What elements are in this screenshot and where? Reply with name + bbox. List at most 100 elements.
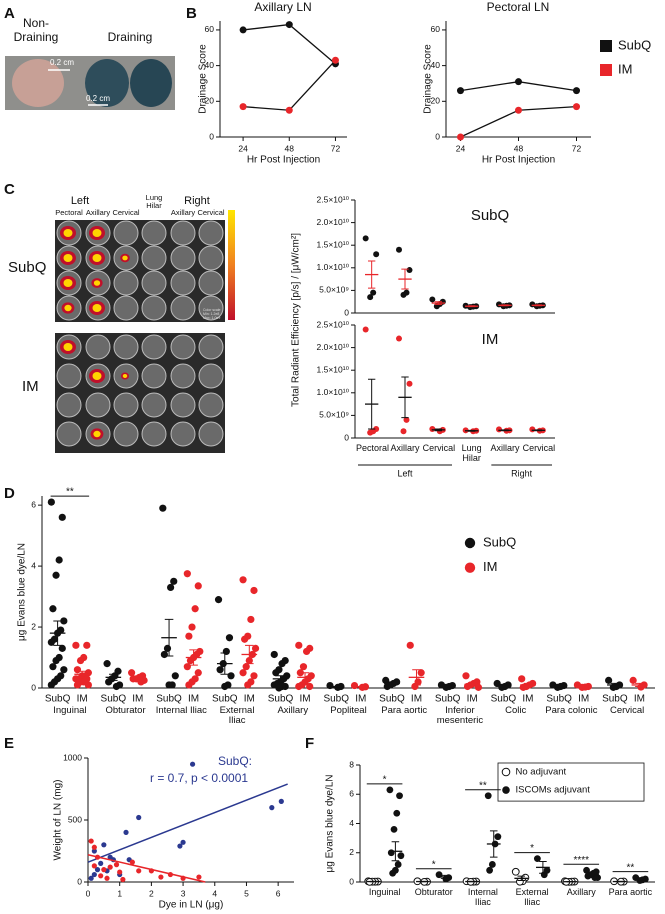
point: [47, 498, 55, 506]
line: [243, 23, 336, 65]
panel-label: E: [4, 735, 14, 752]
point: [488, 861, 496, 868]
well: [113, 295, 139, 321]
y-tick-label: 2.5×10¹⁰: [317, 319, 350, 329]
point: [394, 861, 402, 868]
point: [113, 862, 120, 868]
chart-title: SubQ: [471, 207, 509, 224]
series-sublabel: SubQ: [435, 694, 461, 705]
y-tick-label: 6: [31, 499, 36, 509]
y-axis-label: Weight of LN (mg): [53, 780, 64, 861]
error-bar: [468, 429, 476, 432]
x-tick-label: 1: [117, 888, 122, 898]
well: [85, 334, 111, 360]
point: [417, 669, 425, 677]
column-label: Cervical: [197, 208, 225, 217]
point: [269, 805, 275, 811]
x-tick-label: 48: [285, 143, 295, 153]
well: [198, 334, 224, 360]
point: [406, 380, 413, 387]
legend-label: ISCOMs adjuvant: [516, 785, 591, 796]
y-tick-label: 1.5×10¹⁰: [317, 239, 350, 249]
group-label: Left: [397, 468, 413, 478]
well: [198, 421, 224, 447]
y-tick-label: 0: [344, 307, 349, 317]
error-bar: [53, 620, 62, 646]
point: [244, 681, 252, 689]
point: [128, 669, 136, 677]
point: [362, 235, 369, 242]
y-tick-label: 1000: [63, 752, 82, 762]
series-sublabel: IM: [634, 694, 645, 705]
error-bar: [523, 682, 533, 687]
line: [243, 59, 336, 111]
point: [429, 425, 436, 432]
x-tick-label: 48: [514, 143, 524, 153]
point: [387, 849, 395, 857]
point: [129, 859, 135, 865]
category-label: External Iliac: [515, 887, 549, 907]
well: [141, 245, 167, 271]
y-axis-label: μg Evans blue dye/LN: [17, 543, 28, 641]
point: [88, 838, 94, 844]
error-bar: [534, 304, 542, 307]
point: [350, 681, 359, 690]
well: [56, 421, 82, 447]
point: [278, 798, 284, 805]
error-bar: [468, 305, 476, 308]
category-label: Para colonic: [545, 705, 598, 716]
x-tick-label: 6: [276, 888, 281, 898]
marker: [285, 21, 293, 29]
point: [196, 874, 202, 880]
point: [272, 669, 280, 677]
point: [511, 867, 520, 876]
point: [73, 666, 82, 674]
ivis-image: [55, 220, 225, 322]
y-tick-label: 8: [349, 759, 354, 769]
point: [186, 656, 195, 665]
point: [94, 867, 101, 873]
error-bar: [387, 681, 397, 686]
point: [239, 576, 247, 584]
point: [370, 289, 377, 296]
photo-label: Non-Draining: [13, 16, 59, 44]
category-label: Obturator: [414, 887, 453, 897]
category-label: Cervical: [422, 443, 456, 453]
error-bar: [401, 376, 409, 419]
significance-label: *: [383, 775, 387, 786]
signal: [92, 254, 102, 262]
error-bar: [635, 682, 644, 687]
side-label: Right: [184, 195, 210, 207]
point: [275, 684, 283, 692]
series-sublabel: IM: [411, 694, 422, 705]
point: [171, 672, 179, 680]
error-bar: [579, 685, 588, 688]
significance-label: **: [66, 487, 74, 498]
color-bar: [228, 210, 235, 320]
panel-label: A: [4, 5, 15, 22]
series-sublabel: SubQ: [156, 694, 182, 705]
point: [136, 868, 142, 874]
error-bar: [434, 301, 442, 305]
point: [117, 869, 123, 875]
y-tick-label: 20: [431, 96, 441, 106]
point: [191, 605, 199, 613]
point: [494, 833, 502, 841]
error-bar: [220, 652, 230, 675]
point: [101, 842, 107, 848]
point: [367, 429, 374, 436]
well: [170, 295, 196, 321]
point: [393, 809, 401, 817]
series-sublabel: IM: [244, 694, 255, 705]
point: [429, 296, 436, 303]
well: [198, 295, 224, 321]
point: [91, 844, 97, 850]
point: [185, 632, 193, 640]
column-label: Pectoral: [55, 208, 83, 217]
y-tick-label: 6: [349, 789, 354, 799]
y-axis-label: Drainage Score: [423, 44, 434, 114]
point: [120, 876, 126, 883]
x-tick-label: 2: [149, 888, 154, 898]
point: [107, 854, 113, 860]
